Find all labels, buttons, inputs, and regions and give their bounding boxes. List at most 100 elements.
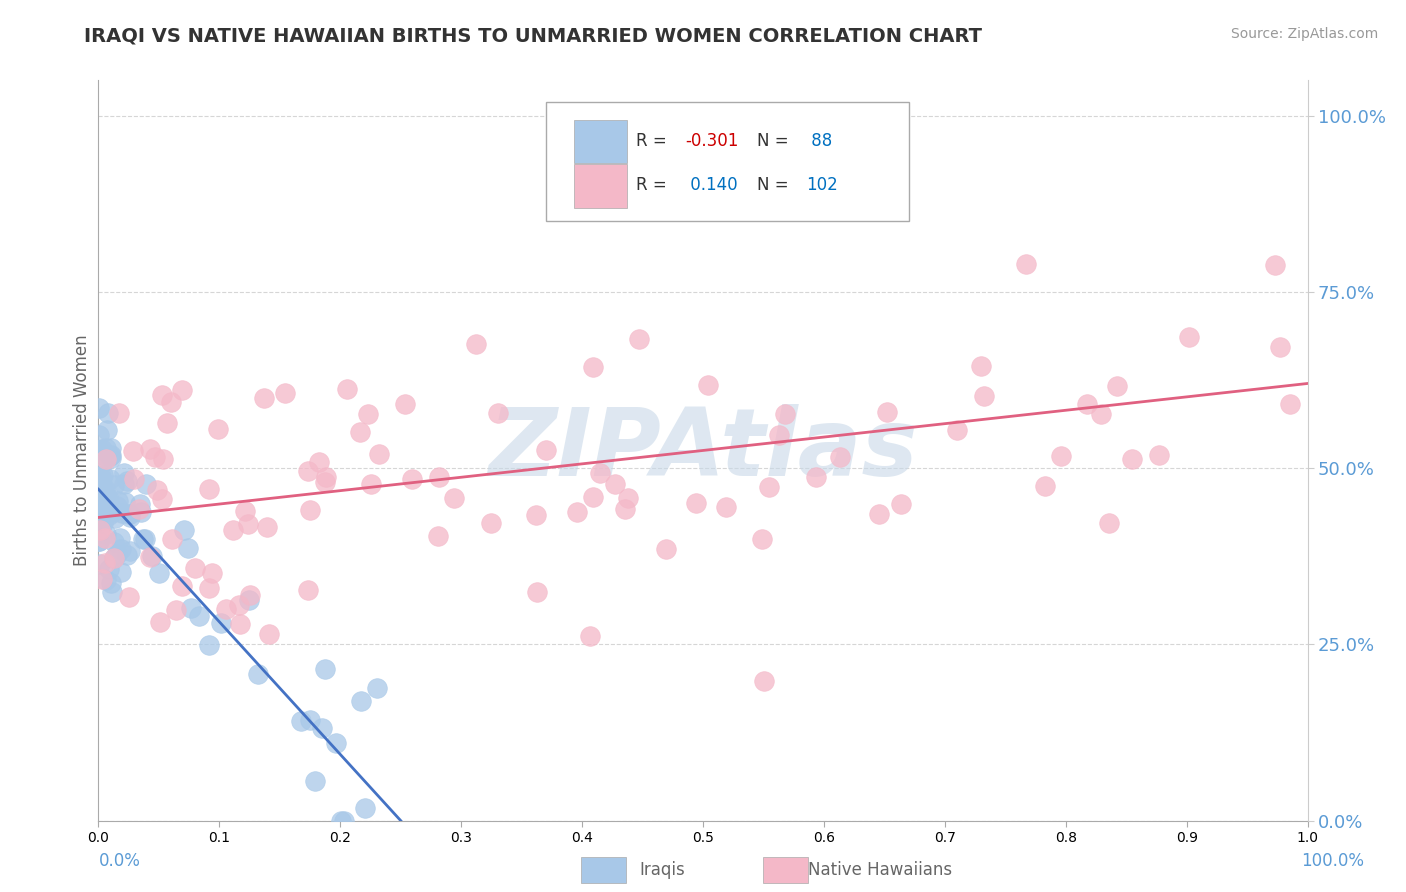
Point: [141, 549, 163, 563]
Point: [97, 406, 120, 420]
Text: IRAQI VS NATIVE HAWAIIAN BIRTHS TO UNMARRIED WOMEN CORRELATION CHART: IRAQI VS NATIVE HAWAIIAN BIRTHS TO UNMAR…: [84, 27, 983, 45]
Point: [394, 397, 416, 411]
Point: [103, 551, 125, 566]
Point: [118, 508, 141, 522]
Point: [238, 592, 260, 607]
Point: [222, 523, 245, 537]
Point: [229, 616, 252, 631]
Point: [465, 337, 488, 351]
Point: [488, 406, 510, 420]
Point: [333, 814, 356, 828]
Point: [110, 541, 132, 556]
Text: 88: 88: [806, 132, 832, 150]
FancyBboxPatch shape: [574, 164, 627, 208]
Point: [89, 510, 111, 524]
Text: R =: R =: [637, 132, 672, 150]
Point: [160, 532, 183, 546]
Point: [98, 562, 121, 576]
Point: [120, 510, 142, 524]
Point: [1090, 407, 1112, 421]
Point: [100, 448, 122, 462]
Point: [297, 464, 319, 478]
Point: [627, 332, 650, 346]
Point: [253, 391, 276, 405]
Point: [96, 452, 118, 467]
Point: [93, 482, 115, 496]
Text: 102: 102: [806, 177, 838, 194]
Point: [94, 482, 117, 496]
Point: [304, 774, 326, 789]
Text: 0.0%: 0.0%: [98, 852, 141, 870]
Point: [567, 505, 589, 519]
Point: [134, 532, 156, 546]
Point: [110, 506, 132, 520]
Point: [228, 598, 250, 612]
Point: [91, 572, 114, 586]
Point: [87, 509, 110, 524]
Point: [112, 476, 135, 491]
Point: [299, 713, 322, 727]
Point: [121, 444, 143, 458]
Point: [100, 441, 122, 455]
Point: [90, 513, 112, 527]
Point: [98, 472, 121, 486]
Point: [139, 442, 162, 456]
Point: [100, 575, 122, 590]
Point: [311, 721, 333, 735]
Point: [350, 693, 373, 707]
Point: [93, 486, 115, 500]
Point: [89, 497, 111, 511]
Point: [122, 472, 145, 486]
Point: [198, 638, 221, 652]
Point: [150, 491, 173, 506]
Point: [239, 588, 262, 602]
Point: [120, 543, 142, 558]
Point: [89, 427, 111, 442]
Point: [579, 629, 602, 643]
Point: [98, 508, 121, 522]
Point: [290, 714, 312, 728]
Point: [581, 490, 603, 504]
Point: [589, 467, 612, 481]
Point: [118, 590, 141, 604]
Text: N =: N =: [758, 177, 794, 194]
Text: Source: ZipAtlas.com: Source: ZipAtlas.com: [1230, 27, 1378, 41]
Point: [1050, 449, 1073, 463]
Point: [209, 616, 232, 631]
Point: [155, 416, 177, 430]
Text: 100.0%: 100.0%: [1301, 852, 1364, 870]
Point: [236, 516, 259, 531]
Point: [91, 467, 114, 482]
Point: [100, 450, 122, 465]
Point: [752, 673, 775, 688]
Point: [180, 600, 202, 615]
Point: [89, 401, 111, 415]
Point: [1270, 340, 1292, 354]
Point: [177, 541, 200, 555]
Point: [129, 505, 152, 519]
Point: [89, 514, 111, 528]
Point: [201, 566, 224, 580]
Point: [103, 551, 125, 566]
Point: [107, 494, 129, 508]
Point: [89, 524, 111, 538]
Point: [274, 385, 297, 400]
Point: [308, 454, 330, 468]
Point: [314, 662, 336, 676]
Point: [325, 735, 347, 749]
Point: [247, 667, 270, 681]
Point: [233, 504, 256, 518]
Point: [89, 470, 111, 484]
Point: [526, 584, 548, 599]
Point: [315, 470, 337, 484]
Point: [90, 442, 112, 457]
Point: [427, 529, 450, 543]
Point: [256, 520, 278, 534]
Point: [89, 534, 111, 549]
Point: [773, 407, 796, 421]
Point: [108, 531, 131, 545]
Point: [198, 483, 221, 497]
Text: ZIPAtlas: ZIPAtlas: [488, 404, 918, 497]
Point: [89, 498, 111, 512]
Point: [105, 499, 128, 513]
